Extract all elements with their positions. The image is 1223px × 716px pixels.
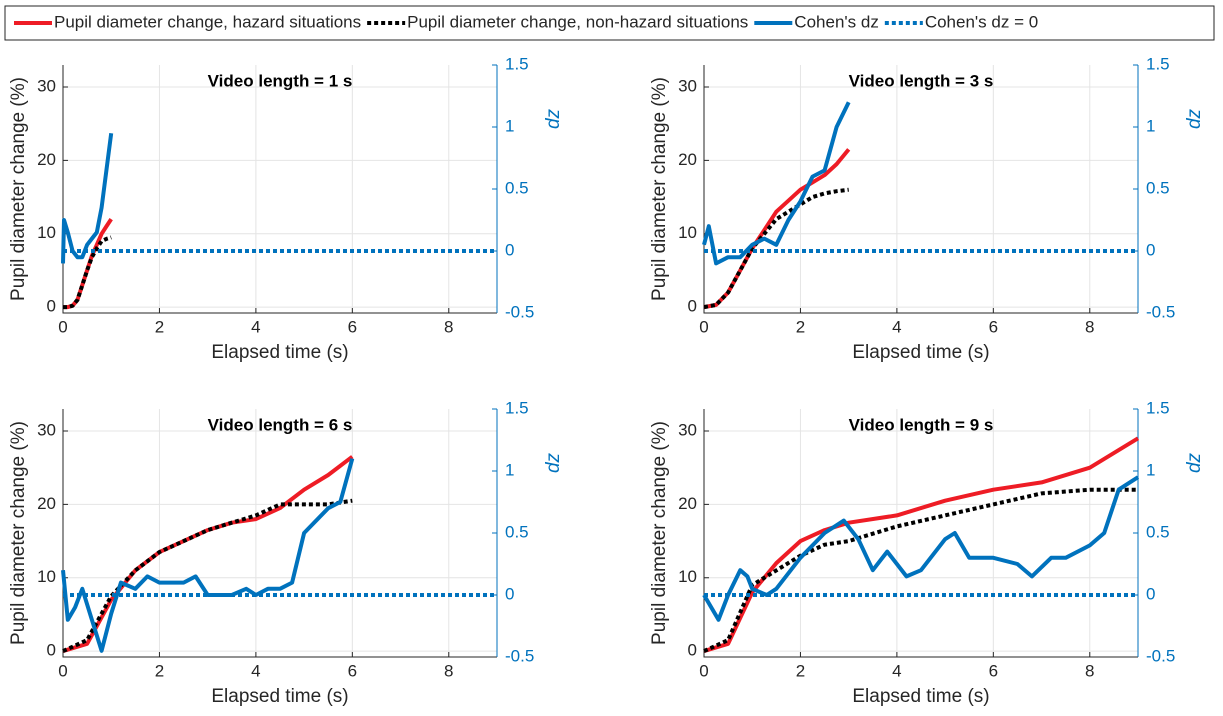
legend: Pupil diameter change, hazard situations… (14, 12, 1038, 31)
y-tick-label: 0 (688, 641, 697, 660)
x-tick-label: 4 (892, 317, 901, 336)
y2-axis-label: dz (543, 452, 564, 473)
plot-area (63, 409, 497, 657)
x-tick-label: 2 (796, 317, 805, 336)
x-tick-label: 4 (892, 661, 901, 680)
y-tick-label: 0 (688, 297, 697, 316)
y2-axis-label: dz (1184, 108, 1205, 129)
y2-tick-label: 1.5 (505, 54, 529, 73)
chart-title: Video length = 9 s (849, 415, 994, 434)
y2-tick-label: 1.5 (1146, 398, 1170, 417)
x-tick-label: 0 (58, 317, 67, 336)
y-axis-label: Pupil diameter change (%) (8, 421, 29, 645)
legend-label: Pupil diameter change, hazard situations (54, 12, 361, 31)
y2-tick-label: 1 (505, 460, 514, 479)
y2-tick-label: 1 (1146, 116, 1155, 135)
x-tick-label: 8 (444, 661, 453, 680)
y2-tick-label: -0.5 (1146, 646, 1175, 665)
x-tick-label: 8 (444, 317, 453, 336)
chart-title: Video length = 3 s (849, 71, 994, 90)
y2-tick-label: 1.5 (1146, 54, 1170, 73)
y-tick-label: 30 (37, 420, 56, 439)
x-tick-label: 6 (348, 317, 357, 336)
x-tick-label: 6 (989, 661, 998, 680)
series-line (61, 458, 355, 653)
y-tick-label: 30 (678, 420, 697, 439)
x-tick-label: 8 (1085, 661, 1094, 680)
y-tick-label: 20 (678, 150, 697, 169)
legend-label: Pupil diameter change, non-hazard situat… (407, 12, 748, 31)
x-tick-label: 6 (989, 317, 998, 336)
y2-axis-label: dz (543, 108, 564, 129)
plot-area (704, 65, 1138, 313)
y2-tick-label: 0 (1146, 240, 1155, 259)
x-tick-label: 0 (699, 661, 708, 680)
y-tick-label: 10 (678, 223, 697, 242)
y2-tick-label: 1 (505, 116, 514, 135)
legend-label: Cohen's dz = 0 (925, 12, 1038, 31)
y2-tick-label: -0.5 (1146, 302, 1175, 321)
y-tick-label: 0 (47, 641, 56, 660)
legend-box (4, 5, 1215, 41)
x-tick-label: 6 (348, 661, 357, 680)
series-line (703, 436, 1140, 654)
y-tick-label: 20 (37, 494, 56, 513)
x-tick-label: 0 (699, 317, 708, 336)
y2-tick-label: 0 (1146, 584, 1155, 603)
y-tick-label: 10 (37, 223, 56, 242)
y2-tick-label: 1 (1146, 460, 1155, 479)
y2-tick-label: 0 (505, 584, 514, 603)
y2-tick-label: 0.5 (505, 178, 529, 197)
axis-line (62, 65, 497, 314)
x-tick-label: 4 (251, 317, 260, 336)
y-axis-label: Pupil diameter change (%) (8, 77, 29, 301)
series-line (703, 487, 1138, 653)
x-axis-label: Elapsed time (s) (211, 342, 348, 363)
series-line (63, 235, 112, 310)
x-tick-label: 0 (58, 661, 67, 680)
y-tick-label: 0 (47, 297, 56, 316)
y-axis-label: Pupil diameter change (%) (649, 77, 670, 301)
x-tick-label: 8 (1085, 317, 1094, 336)
y-tick-label: 30 (37, 76, 56, 95)
y2-tick-label: 0.5 (1146, 178, 1170, 197)
series-line (62, 498, 353, 653)
axis-line (62, 409, 497, 658)
x-tick-label: 4 (251, 661, 260, 680)
series-line (703, 187, 849, 310)
x-axis-label: Elapsed time (s) (852, 686, 989, 707)
x-tick-label: 2 (796, 661, 805, 680)
series-line (702, 475, 1140, 622)
y-tick-label: 10 (678, 567, 697, 586)
y-axis-label: Pupil diameter change (%) (649, 421, 670, 645)
chart-title: Video length = 1 s (208, 71, 353, 90)
y2-tick-label: 0.5 (1146, 522, 1170, 541)
plot-area (704, 409, 1138, 657)
y2-axis-label: dz (1184, 452, 1205, 473)
legend-label: Cohen's dz (794, 12, 879, 31)
x-tick-label: 2 (155, 661, 164, 680)
y-tick-label: 20 (37, 150, 56, 169)
y-tick-label: 10 (37, 567, 56, 586)
y-tick-label: 30 (678, 76, 697, 95)
y2-tick-label: -0.5 (505, 646, 534, 665)
x-axis-label: Elapsed time (s) (852, 342, 989, 363)
x-axis-label: Elapsed time (s) (211, 686, 348, 707)
y2-tick-label: -0.5 (505, 302, 534, 321)
y2-tick-label: 1.5 (505, 398, 529, 417)
y2-tick-label: 0 (505, 240, 514, 259)
x-tick-label: 2 (155, 317, 164, 336)
axis-line (703, 409, 1138, 658)
axis-line (703, 65, 1138, 314)
y-tick-label: 20 (678, 494, 697, 513)
chart-title: Video length = 6 s (208, 415, 353, 434)
plot-area (63, 65, 497, 313)
y2-tick-label: 0.5 (505, 522, 529, 541)
series-line (702, 101, 851, 266)
